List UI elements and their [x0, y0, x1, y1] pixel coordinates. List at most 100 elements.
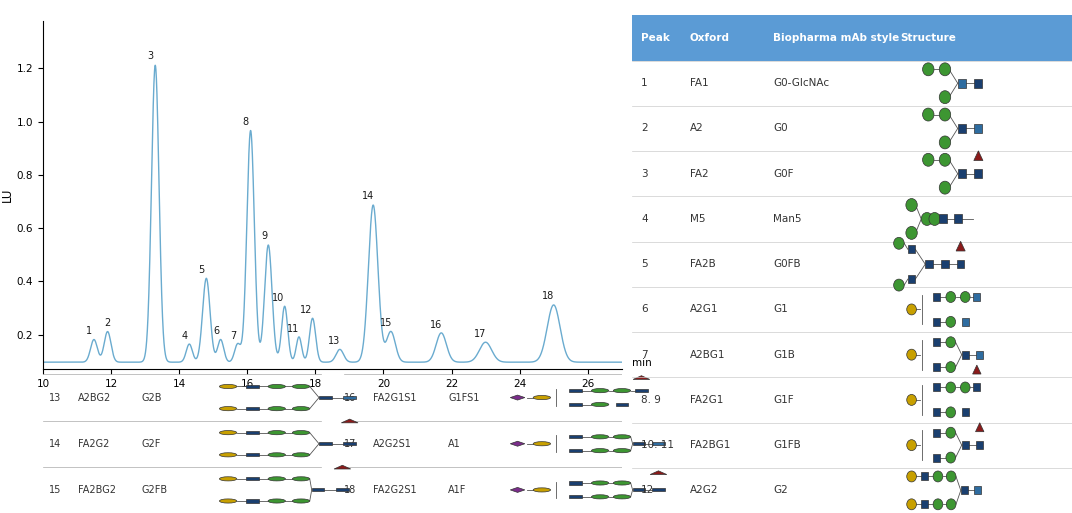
Circle shape	[268, 477, 285, 481]
FancyBboxPatch shape	[569, 403, 582, 406]
Circle shape	[939, 153, 951, 166]
Circle shape	[933, 471, 942, 482]
Text: G1: G1	[773, 304, 788, 314]
FancyBboxPatch shape	[954, 214, 962, 224]
Text: G1FS1: G1FS1	[448, 392, 479, 403]
Text: FA2BG1: FA2BG1	[689, 440, 730, 450]
FancyBboxPatch shape	[632, 488, 645, 491]
Text: FA2G1: FA2G1	[689, 395, 723, 405]
Circle shape	[613, 448, 630, 453]
FancyBboxPatch shape	[961, 486, 968, 495]
Text: A1: A1	[448, 439, 461, 449]
Text: Biopharma mAb style: Biopharma mAb style	[773, 33, 899, 43]
Text: A2G2S1: A2G2S1	[373, 439, 412, 449]
Circle shape	[268, 407, 285, 411]
Circle shape	[939, 63, 951, 76]
Circle shape	[220, 477, 237, 481]
FancyBboxPatch shape	[336, 488, 348, 491]
Circle shape	[961, 382, 970, 393]
Circle shape	[894, 238, 904, 249]
Circle shape	[946, 362, 955, 372]
Circle shape	[293, 430, 310, 435]
Circle shape	[293, 384, 310, 388]
Text: 17: 17	[474, 329, 487, 339]
FancyBboxPatch shape	[974, 486, 981, 495]
Text: FA2G2: FA2G2	[77, 439, 109, 449]
Text: G0: G0	[773, 124, 788, 133]
Circle shape	[592, 402, 609, 407]
Text: 11: 11	[286, 324, 299, 333]
FancyBboxPatch shape	[652, 488, 665, 491]
Text: 18: 18	[344, 485, 356, 495]
FancyBboxPatch shape	[962, 408, 969, 417]
Text: G2: G2	[773, 485, 788, 496]
Polygon shape	[972, 365, 981, 374]
FancyBboxPatch shape	[615, 403, 628, 406]
Text: FA2BG2: FA2BG2	[77, 485, 116, 495]
Text: 2: 2	[104, 318, 110, 328]
Circle shape	[268, 499, 285, 503]
Text: G2F: G2F	[142, 439, 161, 449]
Circle shape	[533, 488, 551, 492]
FancyBboxPatch shape	[933, 408, 940, 417]
Text: 10. 11: 10. 11	[641, 440, 674, 450]
Text: 12: 12	[641, 485, 655, 496]
Circle shape	[533, 396, 551, 400]
Text: 5: 5	[198, 265, 205, 275]
Circle shape	[894, 279, 904, 291]
Circle shape	[293, 407, 310, 411]
FancyBboxPatch shape	[908, 275, 915, 283]
Circle shape	[961, 291, 970, 303]
Circle shape	[921, 212, 933, 225]
Circle shape	[946, 452, 955, 463]
Circle shape	[907, 304, 917, 315]
FancyBboxPatch shape	[933, 429, 940, 437]
Circle shape	[592, 388, 609, 393]
Circle shape	[946, 337, 955, 348]
Text: 5: 5	[641, 259, 647, 269]
FancyBboxPatch shape	[247, 385, 258, 388]
Text: 6: 6	[213, 326, 220, 337]
FancyBboxPatch shape	[957, 260, 965, 268]
FancyBboxPatch shape	[569, 449, 582, 452]
Text: 16: 16	[430, 320, 443, 330]
Circle shape	[947, 471, 956, 482]
FancyBboxPatch shape	[925, 260, 933, 268]
Circle shape	[923, 63, 934, 76]
Text: 2: 2	[641, 124, 647, 133]
Text: 14: 14	[362, 191, 374, 201]
Circle shape	[933, 499, 942, 510]
FancyBboxPatch shape	[343, 442, 356, 445]
Text: 3: 3	[147, 51, 153, 61]
FancyBboxPatch shape	[319, 396, 331, 399]
Circle shape	[907, 349, 917, 360]
Polygon shape	[973, 151, 983, 161]
Circle shape	[220, 453, 237, 457]
FancyBboxPatch shape	[957, 124, 966, 133]
Text: Structure: Structure	[900, 33, 956, 43]
FancyBboxPatch shape	[247, 500, 258, 503]
Polygon shape	[634, 376, 650, 380]
FancyBboxPatch shape	[635, 389, 647, 392]
Text: 8: 8	[242, 116, 249, 127]
Circle shape	[293, 499, 310, 503]
Polygon shape	[650, 471, 667, 475]
FancyBboxPatch shape	[247, 477, 258, 480]
FancyBboxPatch shape	[312, 488, 325, 491]
FancyBboxPatch shape	[933, 338, 940, 346]
Text: min: min	[632, 358, 652, 368]
Circle shape	[268, 430, 285, 435]
Text: 13: 13	[48, 392, 61, 403]
Text: A1F: A1F	[448, 485, 466, 495]
Circle shape	[293, 477, 310, 481]
Text: 15: 15	[379, 319, 392, 328]
Text: 7: 7	[230, 331, 237, 341]
Text: 12: 12	[300, 305, 313, 315]
FancyBboxPatch shape	[941, 260, 949, 268]
Text: 9: 9	[262, 231, 267, 241]
FancyBboxPatch shape	[974, 124, 982, 133]
Circle shape	[907, 499, 917, 510]
Circle shape	[533, 442, 551, 446]
Circle shape	[946, 427, 955, 438]
Circle shape	[592, 448, 609, 453]
